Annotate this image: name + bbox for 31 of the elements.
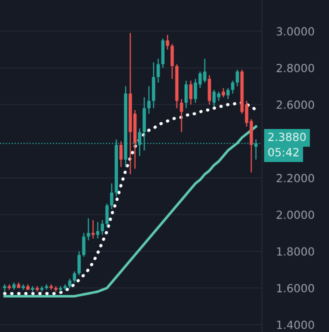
candlestick	[77, 250, 81, 276]
candlestick	[184, 80, 188, 109]
candlestick	[110, 182, 114, 210]
candlestick	[152, 62, 156, 109]
candlestick	[231, 80, 234, 94]
candlestick	[222, 87, 226, 98]
candlestick	[161, 38, 165, 68]
candlestick	[96, 221, 100, 240]
candlestick	[170, 43, 174, 80]
candlestick	[189, 80, 192, 106]
y-tick-label: 2.8000	[276, 64, 314, 72]
candlestick	[105, 203, 109, 228]
text: 05:42	[268, 148, 298, 156]
candlestick	[180, 98, 184, 133]
candlestick	[226, 87, 230, 100]
y-tick-label: 1.8000	[277, 247, 314, 256]
y-tick-label: 2.6000	[276, 100, 314, 109]
candlestick	[236, 69, 239, 87]
candlestick	[208, 74, 212, 106]
candlestick	[68, 278, 72, 289]
y-tick-label: 1.6000	[277, 284, 314, 292]
ref-line-label: 2.3880	[268, 132, 306, 142]
candlestick	[82, 232, 86, 258]
y-tick-label: 3.0000	[276, 27, 314, 36]
y-tick-label: 2.2000	[276, 174, 314, 182]
y-tick-label: 2.0000	[276, 210, 314, 219]
candlestick	[91, 220, 95, 240]
candlestick	[166, 34, 170, 50]
candlestick	[119, 140, 123, 168]
y-tick-label: 1.4000	[277, 320, 314, 330]
candlestick	[156, 58, 160, 84]
